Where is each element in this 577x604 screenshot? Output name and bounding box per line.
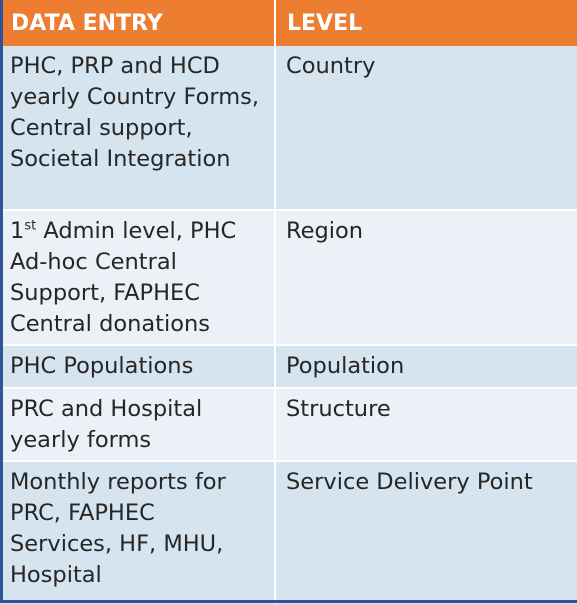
level-cell: Structure — [275, 388, 577, 462]
ordinal-suffix: st — [24, 218, 37, 234]
data-entry-cell: PHC, PRP and HCD yearly Country Forms, C… — [0, 46, 276, 211]
table-row: PHC Populations Population — [0, 345, 577, 389]
table-row: 1st Admin level, PHC Ad-hoc Central Supp… — [0, 210, 577, 346]
level-cell: Country — [275, 46, 577, 211]
level-cell: Population — [275, 345, 577, 389]
data-entry-cell: Monthly reports for PRC, FAPHEC Services… — [0, 461, 276, 604]
data-entry-text: Admin level, PHC Ad-hoc Central Support,… — [10, 218, 237, 337]
level-cell: Region — [275, 210, 577, 346]
table-row: Monthly reports for PRC, FAPHEC Services… — [0, 461, 577, 604]
header-level: LEVEL — [275, 0, 577, 46]
table-row: PHC, PRP and HCD yearly Country Forms, C… — [0, 46, 577, 211]
level-cell: Service Delivery Point — [275, 461, 577, 604]
table-left-edge — [0, 0, 3, 603]
table-bottom-edge — [0, 600, 577, 603]
header-data-entry: DATA ENTRY — [0, 0, 276, 46]
data-entry-cell: PHC Populations — [0, 345, 276, 389]
data-entry-cell: 1st Admin level, PHC Ad-hoc Central Supp… — [0, 210, 276, 346]
table-row: PRC and Hospital yearly forms Structure — [0, 388, 577, 462]
header-row: DATA ENTRY LEVEL — [0, 0, 577, 46]
data-entry-cell: PRC and Hospital yearly forms — [0, 388, 276, 462]
data-entry-ordinal: 1 — [10, 218, 25, 244]
